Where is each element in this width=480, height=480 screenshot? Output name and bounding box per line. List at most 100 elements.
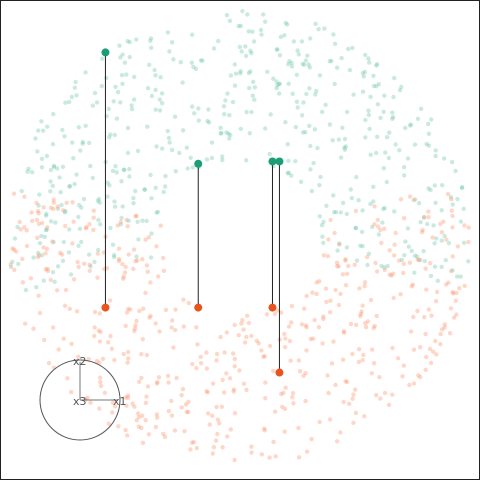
scatter-point <box>293 159 298 164</box>
scatter-point <box>423 331 428 337</box>
scatter-point <box>316 27 321 32</box>
scatter-point <box>204 350 209 355</box>
scatter-point <box>206 120 212 125</box>
scatter-point <box>126 349 131 355</box>
scatter-point <box>258 27 264 33</box>
scatter-point <box>105 194 110 199</box>
scatter-point <box>191 64 196 70</box>
scatter-point <box>227 113 232 118</box>
scatter-point <box>100 356 106 361</box>
scatter-point <box>112 404 118 409</box>
scatter-point <box>39 156 45 161</box>
scatter-point <box>118 55 123 60</box>
scatter-point <box>97 311 103 316</box>
scatter-point <box>170 318 175 323</box>
scatter-point <box>251 39 257 44</box>
scatter-point <box>433 153 438 159</box>
scatter-point <box>171 345 176 350</box>
scatter-point <box>317 214 322 219</box>
scatter-point <box>392 242 397 247</box>
scatter-point <box>298 179 304 184</box>
scatter-point <box>461 240 467 245</box>
scatter-point <box>125 360 130 365</box>
scatter-point <box>39 233 44 239</box>
scatter-point <box>241 327 246 332</box>
scatter-point <box>118 222 124 227</box>
scatter-point <box>106 106 112 112</box>
scatter-point <box>360 244 365 249</box>
scatter-point <box>433 148 438 153</box>
scatter-point <box>303 371 308 376</box>
scatter-point <box>316 325 322 330</box>
scatter-point <box>351 420 356 425</box>
scatter-point <box>416 373 421 378</box>
scatter-point <box>107 298 113 303</box>
scatter-point <box>45 266 50 271</box>
scatter-point <box>132 326 138 331</box>
scatter-point <box>232 356 237 362</box>
scatter-point <box>134 318 139 324</box>
scatter-point <box>420 227 425 233</box>
scatter-point <box>307 65 312 70</box>
scatter-point <box>160 101 165 106</box>
scatter-point <box>450 290 455 295</box>
scatter-point <box>259 348 264 353</box>
scatter-point <box>249 109 254 115</box>
scatter-point <box>262 426 267 431</box>
scatter-point <box>339 55 344 61</box>
scatter-point <box>51 164 57 170</box>
scatter-point <box>438 221 443 227</box>
scatter-point <box>286 81 291 87</box>
scatter-point <box>416 258 422 263</box>
scatter-point <box>363 321 368 326</box>
scatter-point <box>303 323 308 328</box>
scatter-point <box>335 65 340 70</box>
scatter-point <box>51 111 56 117</box>
scatter-point <box>302 306 307 311</box>
scatter-point <box>50 270 56 275</box>
scatter-point <box>379 240 384 246</box>
scatter-point <box>384 135 390 140</box>
scatter-point <box>288 358 293 363</box>
scatter-point <box>385 263 390 269</box>
scatter-point <box>278 34 283 40</box>
scatter-point <box>153 87 158 93</box>
scatter-point <box>304 293 309 299</box>
scatter-point <box>358 311 364 317</box>
scatter-point <box>169 325 174 330</box>
scatter-point <box>343 258 348 263</box>
scatter-point <box>180 387 186 392</box>
scatter-point <box>338 210 343 215</box>
scatter-point <box>387 248 392 253</box>
scatter-point <box>426 307 431 312</box>
scatter-point <box>144 218 149 224</box>
scatter-point <box>36 203 41 208</box>
scatter-point <box>113 164 118 169</box>
scatter-point <box>383 150 388 155</box>
scatter-point <box>237 368 242 373</box>
scatter-point <box>192 111 197 116</box>
scatter-point <box>228 73 234 78</box>
scatter-point <box>348 321 354 327</box>
scatter-point <box>142 187 147 192</box>
scatter-point <box>36 211 41 216</box>
scatter-point <box>232 322 237 328</box>
scatter-point <box>131 247 137 252</box>
scatter-point <box>303 398 308 404</box>
scatter-point <box>165 128 170 134</box>
scatter-point <box>371 83 377 89</box>
scatter-point <box>338 430 343 435</box>
scatter-point <box>83 123 88 128</box>
scatter-point <box>426 121 431 127</box>
scatter-point <box>317 183 322 188</box>
scatter-point <box>50 325 56 330</box>
scatter-point <box>153 185 158 190</box>
scatter-point <box>136 237 141 242</box>
scatter-point <box>359 309 364 314</box>
scatter-point <box>74 172 79 177</box>
scatter-point <box>34 285 39 290</box>
scatter-point <box>243 44 248 49</box>
scatter-point <box>265 69 270 75</box>
scatter-point <box>335 248 340 253</box>
